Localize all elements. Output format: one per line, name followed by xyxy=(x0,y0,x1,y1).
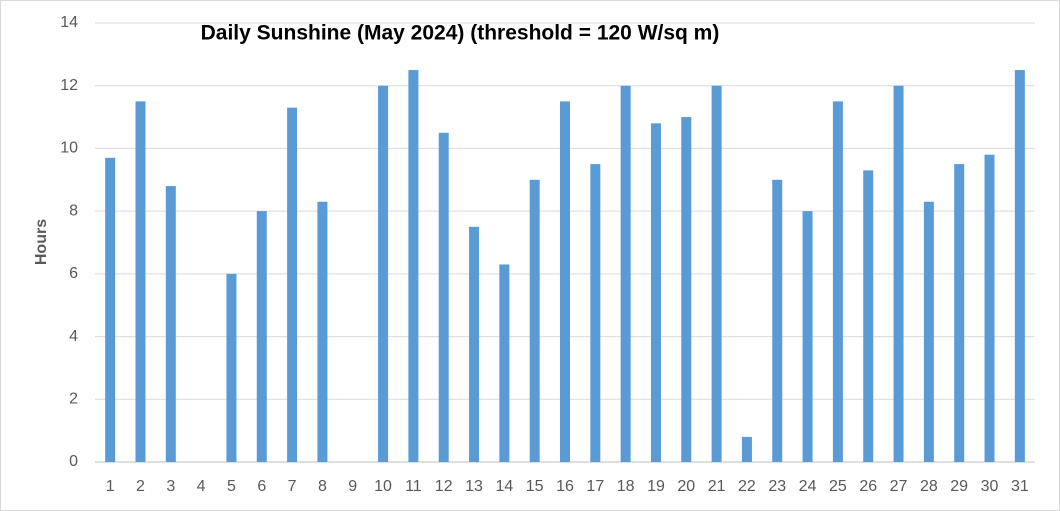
bar xyxy=(408,70,419,463)
x-tick-label: 14 xyxy=(495,478,513,495)
x-tick-label: 29 xyxy=(950,478,968,495)
x-tick-label: 21 xyxy=(708,478,726,495)
x-tick-label: 9 xyxy=(348,478,357,495)
y-tick-label: 14 xyxy=(60,14,78,31)
bar xyxy=(1014,70,1025,463)
bar xyxy=(954,164,965,462)
x-tick-label: 10 xyxy=(374,478,392,495)
bar xyxy=(378,85,389,462)
x-tick-label: 17 xyxy=(586,478,604,495)
x-tick-label: 3 xyxy=(166,478,175,495)
bar xyxy=(287,107,298,463)
y-tick-label: 2 xyxy=(69,391,78,408)
x-tick-label: 28 xyxy=(920,478,938,495)
bar xyxy=(863,170,874,462)
bar xyxy=(529,179,540,463)
bar xyxy=(226,273,237,462)
bar xyxy=(893,85,904,462)
y-tick-label: 0 xyxy=(69,453,78,470)
y-tick-label: 4 xyxy=(69,328,78,345)
bar xyxy=(681,117,692,463)
x-tick-label: 23 xyxy=(768,478,786,495)
x-tick-label: 24 xyxy=(799,478,817,495)
bar xyxy=(832,101,843,463)
x-tick-label: 13 xyxy=(465,478,483,495)
bar xyxy=(802,211,813,462)
bar xyxy=(469,226,480,462)
x-tick-label: 1 xyxy=(106,478,115,495)
bar xyxy=(499,264,510,462)
bar xyxy=(165,186,176,463)
x-tick-label: 26 xyxy=(859,478,877,495)
y-tick-label: 6 xyxy=(69,265,78,282)
bar xyxy=(923,201,934,462)
x-tick-label: 16 xyxy=(556,478,574,495)
bar xyxy=(438,132,449,462)
bar xyxy=(650,123,661,462)
bar xyxy=(560,101,570,463)
x-tick-label: 27 xyxy=(890,478,908,495)
bar xyxy=(317,201,328,462)
x-tick-label: 8 xyxy=(318,478,327,495)
x-tick-label: 7 xyxy=(288,478,297,495)
bar xyxy=(135,101,146,463)
x-tick-label: 31 xyxy=(1011,478,1029,495)
x-tick-label: 4 xyxy=(197,478,206,495)
x-tick-label: 25 xyxy=(829,478,847,495)
bar xyxy=(590,164,601,462)
x-tick-label: 30 xyxy=(981,478,999,495)
x-tick-label: 19 xyxy=(647,478,665,495)
bar xyxy=(711,85,722,462)
y-tick-label: 10 xyxy=(60,140,78,157)
chart-title: Daily Sunshine (May 2024) (threshold = 1… xyxy=(201,22,720,45)
y-axis-label: Hours xyxy=(33,219,50,265)
x-tick-label: 5 xyxy=(227,478,236,495)
x-tick-label: 2 xyxy=(136,478,145,495)
x-tick-label: 22 xyxy=(738,478,756,495)
x-tick-label: 11 xyxy=(405,478,422,495)
y-tick-label: 12 xyxy=(60,77,78,94)
bar xyxy=(105,157,116,463)
bar xyxy=(984,154,995,462)
x-tick-label: 18 xyxy=(617,478,635,495)
x-tick-label: 6 xyxy=(257,478,266,495)
x-tick-label: 20 xyxy=(677,478,695,495)
y-tick-label: 8 xyxy=(69,202,78,219)
bar xyxy=(620,85,631,462)
bar xyxy=(256,211,267,462)
bar xyxy=(741,436,752,462)
x-tick-label: 12 xyxy=(435,478,453,495)
x-tick-label: 15 xyxy=(526,478,544,495)
bar xyxy=(772,179,783,463)
